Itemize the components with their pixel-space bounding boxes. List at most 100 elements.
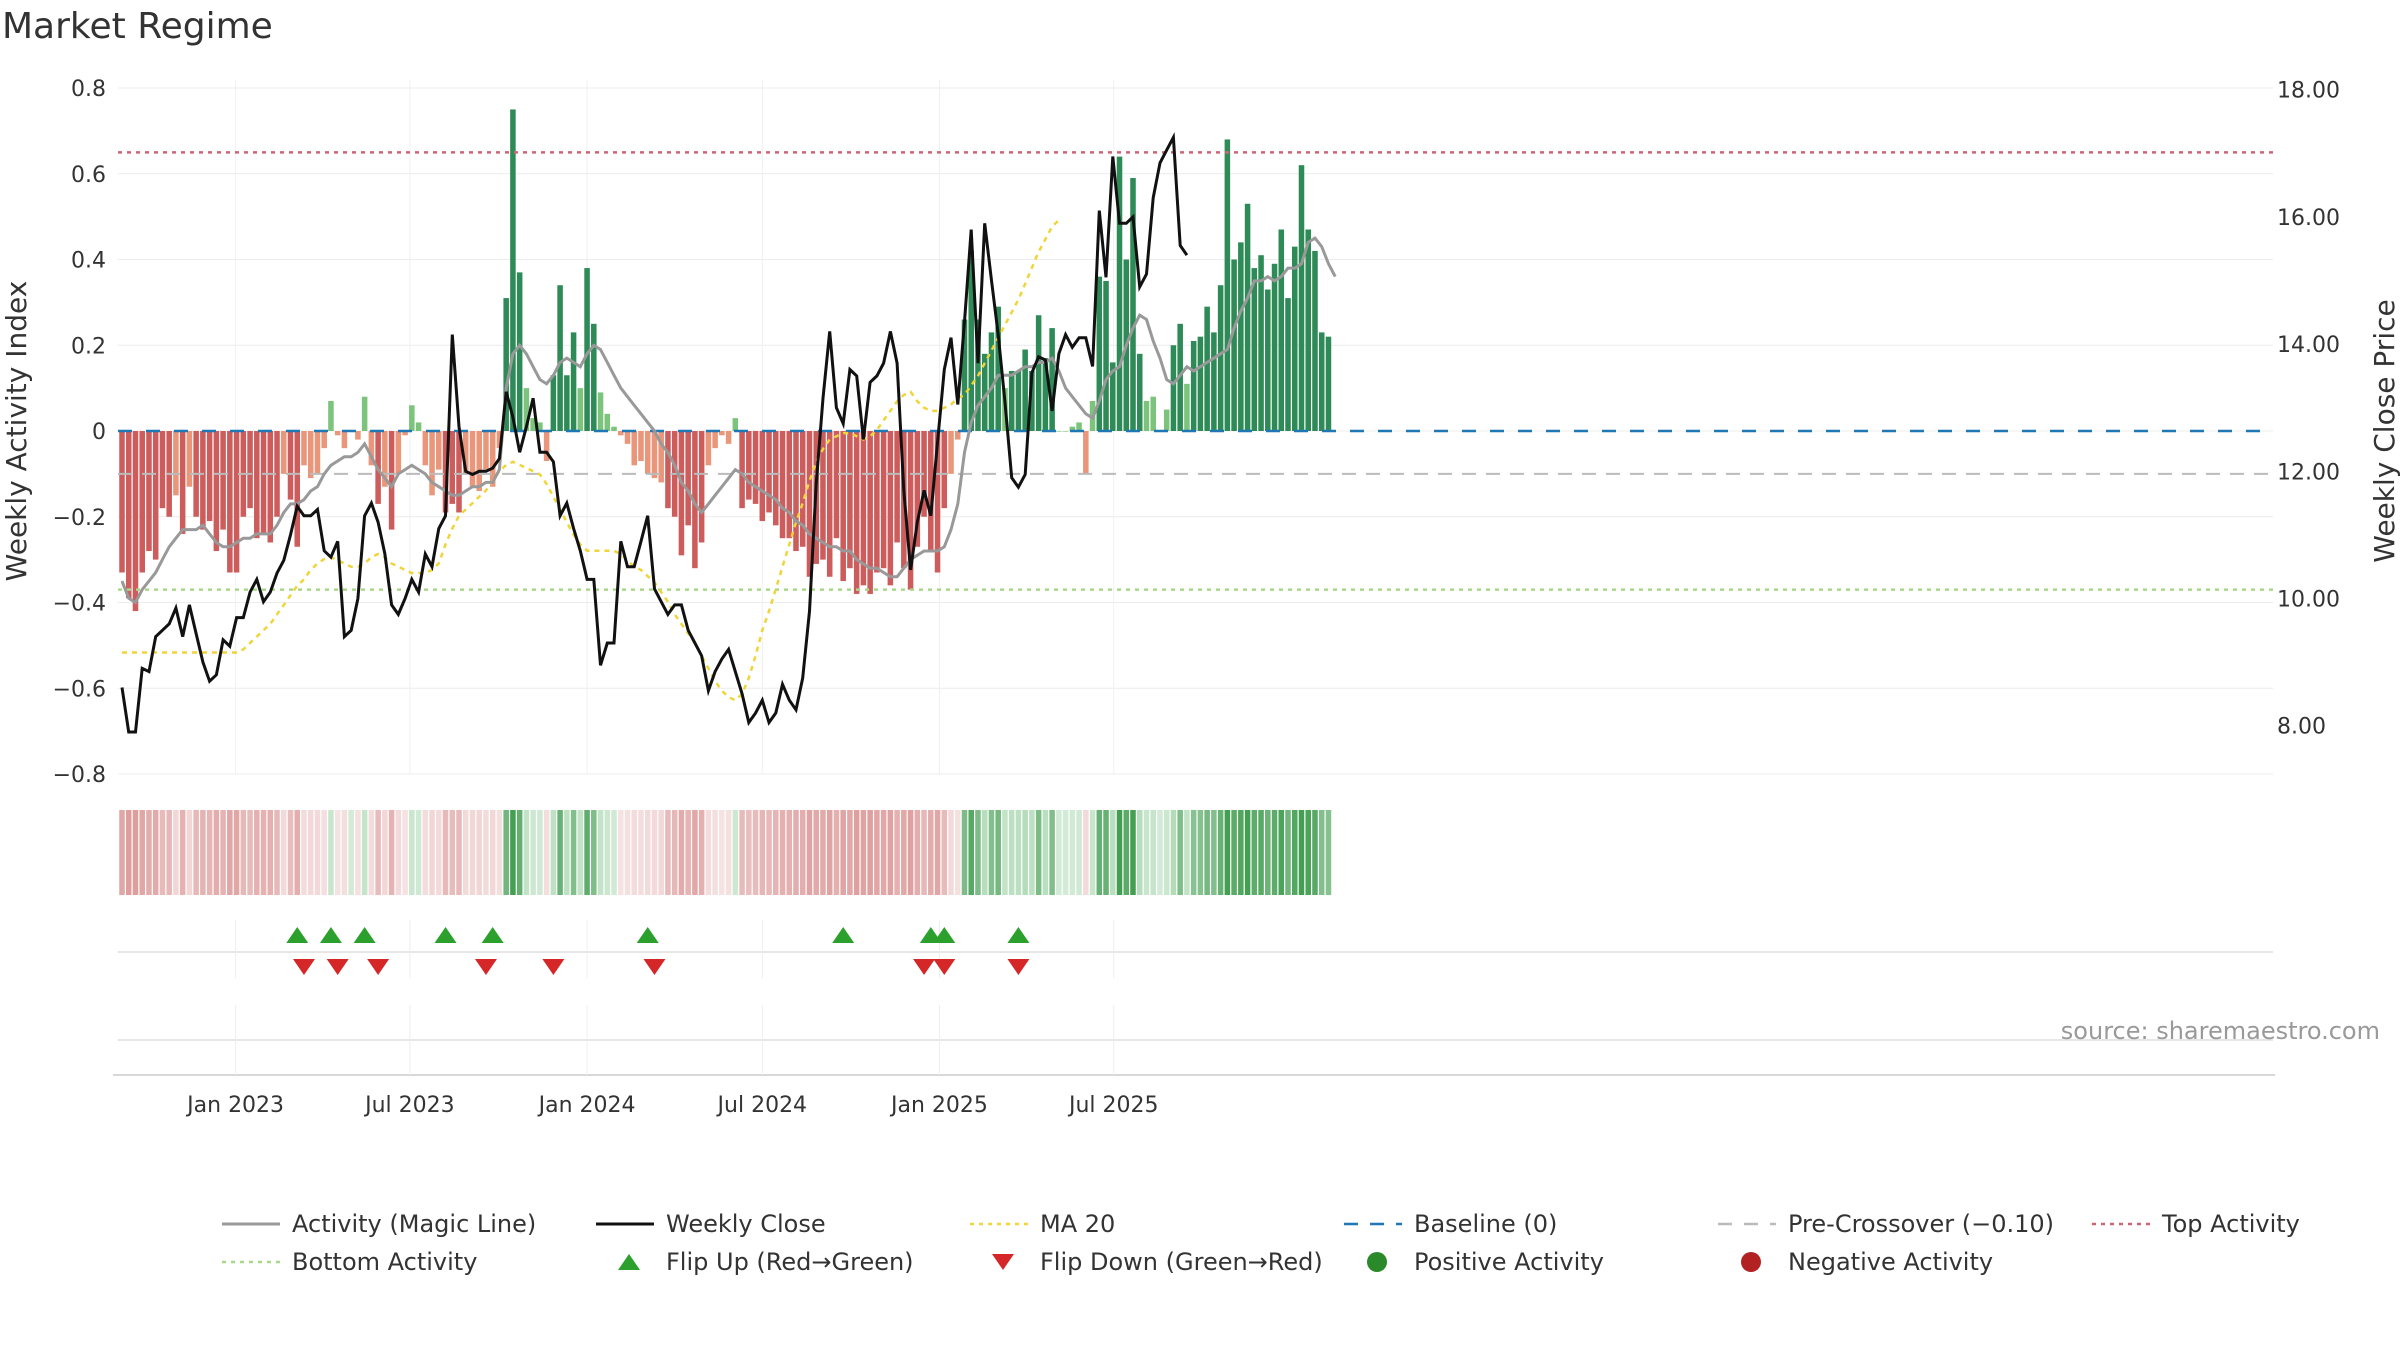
regime-strip-cell	[375, 810, 381, 895]
y-left-tick-label: −0.2	[53, 506, 106, 531]
activity-bar	[227, 431, 233, 573]
activity-bar	[287, 431, 294, 500]
activity-bar	[1049, 328, 1055, 431]
activity-bar	[152, 431, 159, 560]
activity-bar	[1244, 203, 1251, 431]
flip-up-marker	[933, 927, 956, 943]
regime-strip-cell	[786, 810, 793, 895]
regime-strip-cell	[611, 810, 617, 895]
activity-bar	[179, 431, 186, 534]
activity-bar	[409, 405, 415, 431]
regime-strip-cell	[254, 810, 260, 895]
activity-bar	[388, 431, 395, 530]
regime-strip-cell	[671, 810, 678, 895]
activity-bar	[954, 431, 961, 440]
activity-bar	[860, 431, 867, 586]
activity-bar	[1197, 336, 1204, 431]
activity-bar	[436, 431, 442, 470]
activity-bar	[361, 396, 368, 431]
activity-bar	[307, 431, 314, 479]
activity-bar	[678, 431, 685, 556]
x-tick-label: Jan 2024	[537, 1093, 636, 1118]
flip-down-marker	[292, 959, 315, 975]
activity-bar	[611, 426, 617, 431]
legend-label: MA 20	[1040, 1210, 1115, 1238]
activity-bar	[712, 431, 718, 449]
activity-bar	[557, 285, 563, 431]
y-right-tick-label: 14.00	[2277, 333, 2340, 358]
activity-bar	[806, 431, 813, 577]
y-left-tick-label: −0.4	[53, 592, 106, 617]
regime-strip-cell	[1015, 810, 1022, 895]
regime-strip-cell	[415, 810, 422, 895]
activity-bar	[941, 431, 948, 509]
regime-strip-cell	[692, 810, 698, 895]
legend-label: Pre-Crossover (−0.10)	[1788, 1210, 2054, 1238]
activity-bar	[1116, 156, 1123, 431]
activity-bar	[1258, 255, 1264, 431]
regime-strip-cell	[1177, 810, 1183, 895]
activity-bar	[759, 431, 766, 522]
activity-bar	[1217, 285, 1224, 431]
legend-swatch	[1741, 1252, 1761, 1272]
regime-strip-cell	[988, 810, 995, 895]
flip-up-marker	[636, 927, 659, 943]
regime-strip-cell	[382, 810, 388, 895]
regime-strip-cell	[280, 810, 287, 895]
activity-bar	[1022, 349, 1028, 431]
regime-strip-cell	[227, 810, 233, 895]
activity-bar	[880, 431, 887, 569]
regime-strip-cell	[1110, 810, 1116, 895]
activity-bar	[698, 431, 705, 543]
activity-bar	[213, 431, 220, 552]
activity-bar	[294, 431, 301, 547]
regime-strip-cell	[1231, 810, 1237, 895]
flip-down-marker	[367, 959, 390, 975]
activity-bar	[200, 431, 206, 530]
regime-strip-cell	[1251, 810, 1258, 895]
activity-bar	[968, 250, 975, 431]
activity-bar	[867, 431, 873, 594]
regime-strip-cell	[921, 810, 927, 895]
activity-bar	[651, 431, 658, 479]
regime-strip-cell	[564, 810, 570, 895]
regime-strip-cell	[698, 810, 705, 895]
activity-bar	[591, 323, 597, 431]
x-tick-label: Jul 2023	[363, 1093, 455, 1118]
regime-strip-cell	[813, 810, 819, 895]
regime-strip-cell	[307, 810, 314, 895]
regime-strip-cell	[833, 810, 840, 895]
activity-bar	[523, 388, 530, 431]
y-right-axis-label: Weekly Close Price	[2368, 299, 2400, 562]
regime-strip-cell	[1056, 810, 1062, 895]
regime-strip-cell	[1130, 810, 1136, 895]
activity-bar	[341, 431, 348, 449]
regime-strip-cell	[725, 810, 732, 895]
regime-strip-cell	[591, 810, 597, 895]
activity-bar	[1076, 422, 1082, 431]
regime-strip-cell	[1136, 810, 1143, 895]
activity-bar	[496, 431, 503, 449]
regime-strip-cell	[409, 810, 415, 895]
regime-strip-cell	[1123, 810, 1130, 895]
regime-strip-cell	[132, 810, 139, 895]
activity-bar	[820, 431, 826, 560]
regime-strip-cell	[200, 810, 206, 895]
regime-strip-cell	[537, 810, 543, 895]
activity-bar	[125, 431, 132, 599]
regime-strip-cell	[388, 810, 395, 895]
x-tick-label: Jan 2025	[889, 1093, 988, 1118]
activity-bar	[159, 431, 166, 509]
regime-strip-cell	[496, 810, 503, 895]
activity-bar	[1265, 289, 1271, 431]
regime-strip-cell	[840, 810, 846, 895]
regime-strip-cell	[1022, 810, 1028, 895]
regime-strip-cell	[220, 810, 226, 895]
flip-up-marker	[832, 927, 855, 943]
regime-strip-cell	[530, 810, 536, 895]
regime-strip-cell	[1163, 810, 1170, 895]
regime-strip-cell	[1069, 810, 1076, 895]
regime-strip-cell	[260, 810, 267, 895]
regime-strip-cell	[233, 810, 240, 895]
regime-strip-cell	[1291, 810, 1298, 895]
